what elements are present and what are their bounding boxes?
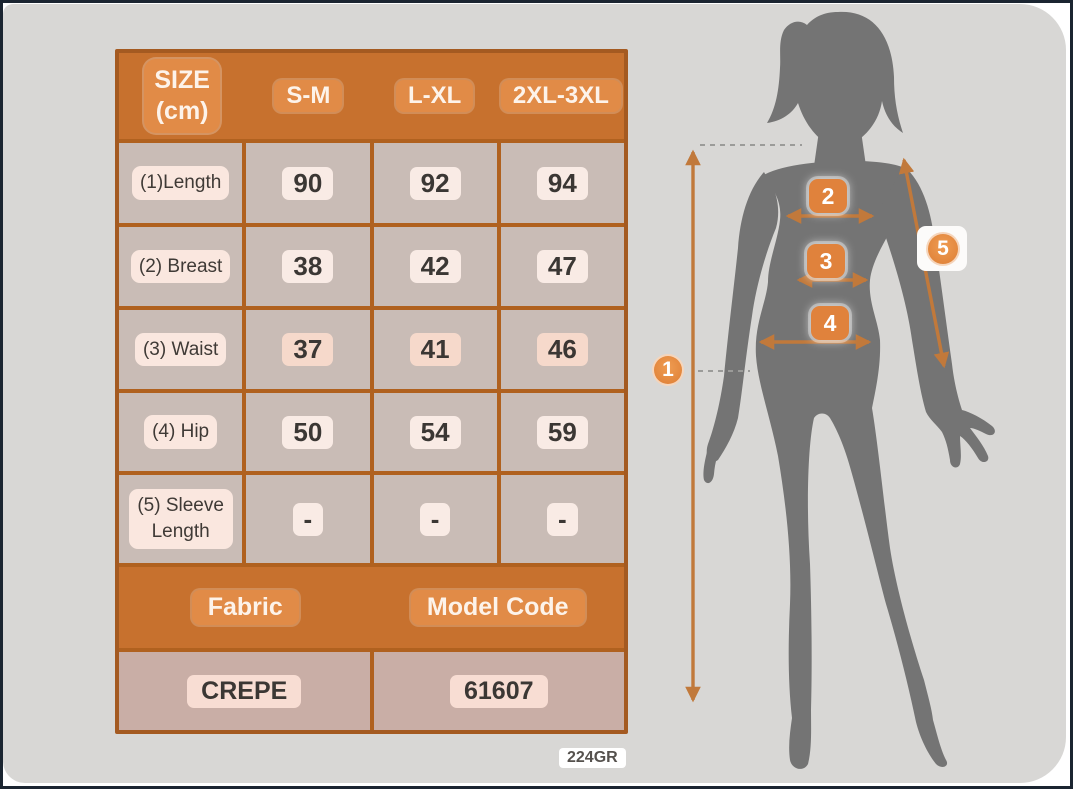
sleeve-2xl-3xl-cell: - [500, 475, 624, 563]
hip-l-xl-value: 54 [409, 415, 461, 449]
female-silhouette [703, 11, 995, 769]
hip-label: (4) Hip [144, 415, 218, 449]
fabric-value-cell: CREPE [119, 652, 370, 730]
column-header-2xl-3xl: 2XL-3XL [500, 80, 621, 112]
marker-4-hip: 4 [811, 306, 849, 340]
table-header-row: SIZE (cm) S-M L-XL 2XL-3XL [119, 53, 624, 139]
model-code-value-cell: 61607 [373, 652, 624, 730]
body-silhouette-svg [685, 11, 995, 769]
marker-1-length: 1 [652, 354, 684, 386]
length-l-xl-value: 92 [409, 166, 461, 200]
hip-s-m-cell: 50 [246, 393, 370, 471]
sleeve-length-label: (5) Sleeve Length [128, 489, 233, 549]
hip-l-xl-cell: 54 [373, 393, 497, 471]
sleeve-2xl-3xl-value: - [547, 502, 578, 536]
sleeve-s-m-cell: - [246, 475, 370, 563]
product-code-badge: 224GR [559, 748, 626, 768]
breast-l-xl-value: 42 [409, 250, 461, 283]
breast-s-m-value: 38 [282, 250, 334, 283]
length-s-m-value: 90 [282, 166, 334, 200]
fabric-header: Fabric [191, 590, 299, 625]
size-guide-panel: SIZE (cm) S-M L-XL 2XL-3XL (1)Length 90 … [3, 4, 1066, 783]
breast-2xl-3xl-value: 47 [536, 250, 588, 283]
length-2xl-3xl-value: 94 [536, 166, 588, 200]
row-label-waist: (3) Waist [119, 310, 243, 389]
marker-3-waist: 3 [807, 244, 845, 278]
fabric-value: CREPE [187, 674, 302, 708]
row-label-length: (1)Length [119, 143, 243, 223]
marker-5-sleeve: 5 [926, 232, 960, 266]
size-header-label: SIZE [154, 65, 210, 94]
breast-label: (2) Breast [130, 249, 231, 284]
waist-s-m-value: 37 [282, 333, 334, 366]
row-label-hip: (4) Hip [119, 393, 243, 471]
length-l-xl-cell: 92 [373, 143, 497, 223]
row-label-sleeve-length: (5) Sleeve Length [119, 475, 243, 563]
waist-s-m-cell: 37 [246, 310, 370, 389]
row-label-breast: (2) Breast [119, 227, 243, 306]
measurement-diagram: 1 2 3 4 5 [640, 4, 1073, 783]
model-code-value: 61607 [449, 674, 548, 708]
breast-l-xl-cell: 42 [373, 227, 497, 306]
hip-2xl-3xl-cell: 59 [500, 393, 624, 471]
column-header-l-xl: L-XL [395, 80, 474, 112]
sleeve-s-m-value: - [292, 502, 324, 536]
model-code-header: Model Code [410, 590, 585, 625]
sleeve-l-xl-cell: - [373, 475, 497, 563]
breast-s-m-cell: 38 [246, 227, 370, 306]
waist-l-xl-cell: 41 [373, 310, 497, 389]
table-footer-header: Fabric Model Code [119, 567, 624, 648]
waist-2xl-3xl-cell: 46 [500, 310, 624, 389]
marker-2-breast: 2 [809, 179, 847, 213]
waist-2xl-3xl-value: 46 [536, 333, 588, 366]
length-s-m-cell: 90 [246, 143, 370, 223]
breast-2xl-3xl-cell: 47 [500, 227, 624, 306]
waist-l-xl-value: 41 [409, 333, 461, 366]
length-2xl-3xl-cell: 94 [500, 143, 624, 223]
column-header-s-m: S-M [274, 80, 343, 112]
hip-2xl-3xl-value: 59 [536, 415, 588, 449]
hip-s-m-value: 50 [282, 415, 334, 449]
sleeve-l-xl-value: - [419, 502, 451, 536]
length-label: (1)Length [131, 166, 230, 200]
reference-dashed-lines [698, 144, 802, 372]
size-chart-table: SIZE (cm) S-M L-XL 2XL-3XL (1)Length 90 … [115, 49, 628, 734]
waist-label: (3) Waist [134, 332, 227, 367]
size-unit-label: (cm) [155, 97, 209, 125]
size-unit-header: SIZE (cm) [144, 58, 220, 134]
